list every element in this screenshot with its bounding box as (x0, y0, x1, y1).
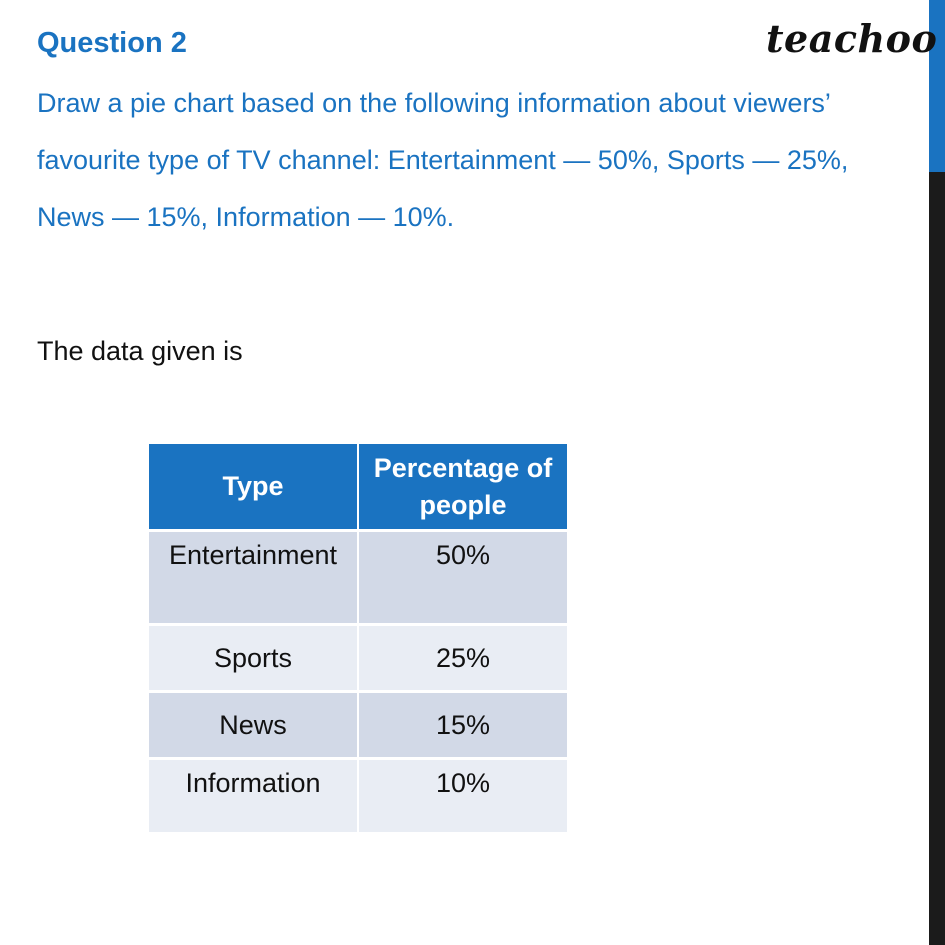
table-header-type: Type (149, 444, 357, 529)
table-cell-percentage: 10% (359, 757, 567, 832)
table-cell-percentage: 50% (359, 529, 567, 623)
side-bar-decoration (929, 0, 945, 945)
table-cell-type: News (149, 690, 357, 757)
table-cell-type: Entertainment (149, 529, 357, 623)
table-row: Information 10% (149, 757, 567, 832)
table-cell-type: Sports (149, 623, 357, 690)
question-title: Question 2 (37, 27, 187, 59)
table-header-percentage: Percentage of people (359, 444, 567, 529)
intro-text: The data given is (37, 336, 243, 366)
teachoo-logo: teachoo (766, 16, 938, 61)
table-cell-percentage: 25% (359, 623, 567, 690)
question-text-line-3: News — 15%, Information — 10%. (37, 202, 455, 232)
side-bar-accent (929, 0, 945, 172)
table-header-row: Type Percentage of people (149, 444, 567, 529)
table-row: News 15% (149, 690, 567, 757)
table-cell-percentage: 15% (359, 690, 567, 757)
question-text-line-2: favourite type of TV channel: Entertainm… (37, 145, 849, 175)
table-row: Entertainment 50% (149, 529, 567, 623)
table-row: Sports 25% (149, 623, 567, 690)
table-cell-type: Information (149, 757, 357, 832)
question-text-line-1: Draw a pie chart based on the following … (37, 88, 831, 118)
data-table: Type Percentage of people Entertainment … (147, 444, 569, 832)
